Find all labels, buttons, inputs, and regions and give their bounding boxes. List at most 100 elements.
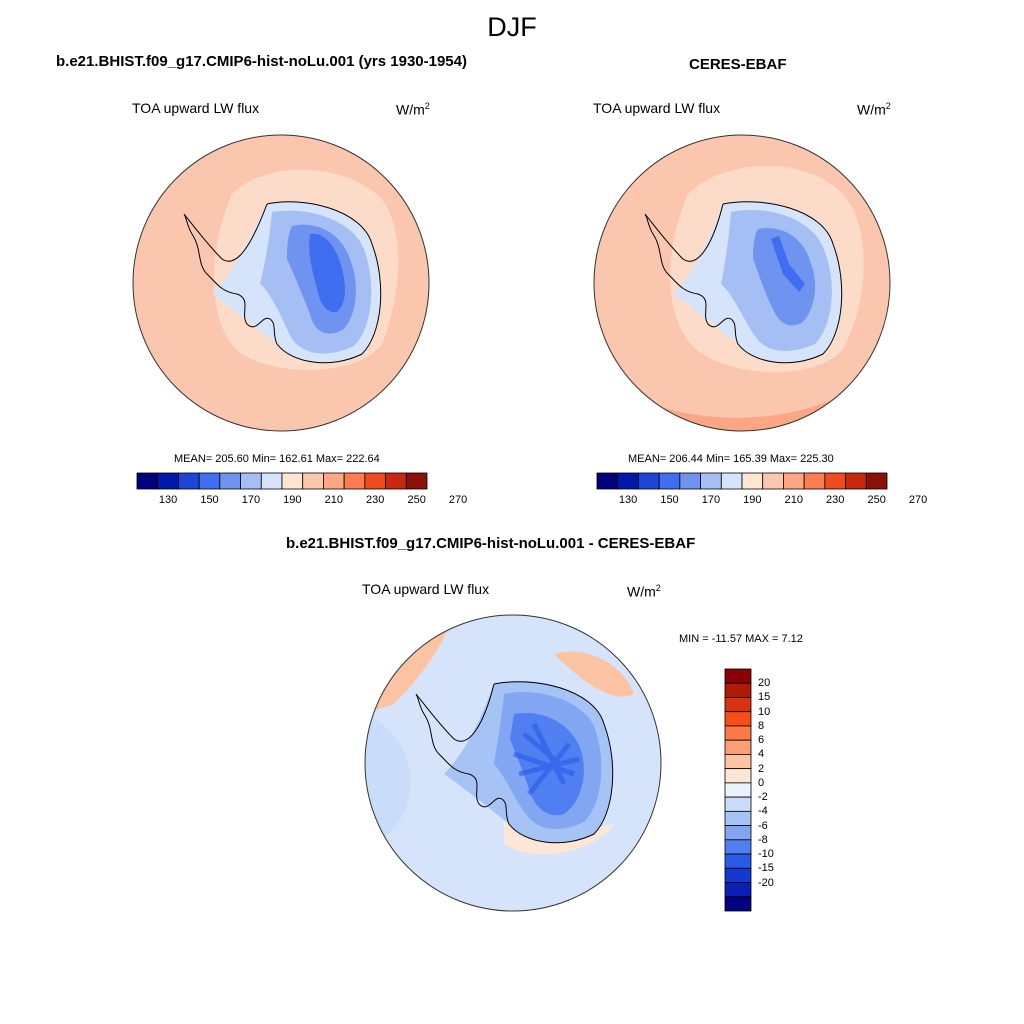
obs-colorbar-swatch <box>596 472 619 490</box>
diff-coastline <box>415 681 614 844</box>
model-polar-map <box>132 134 430 432</box>
obs-colorbar-tick-label: 270 <box>908 494 928 506</box>
model-coastline <box>183 201 382 364</box>
obs-land-deep-field <box>753 228 816 326</box>
obs-panel-title: CERES-EBAF <box>689 56 787 73</box>
diff-colorbar-swatch <box>724 782 752 798</box>
obs-colorbar-swatch <box>720 472 743 490</box>
model-colorbar-tick-label: 150 <box>200 494 219 506</box>
obs-colorbar-tick-label: 250 <box>867 494 886 506</box>
obs-colorbar-labels: 130 150 170 190 210 230 250 270 <box>597 494 927 508</box>
model-colorbar-tick-label: 250 <box>407 494 426 506</box>
diff-colorbar-swatch <box>724 682 752 698</box>
model-colorbar-tick-label: 190 <box>283 494 302 506</box>
diff-streaks-field <box>513 722 580 796</box>
diff-colorbar-swatch <box>724 711 752 727</box>
model-colorbar-swatch <box>364 472 386 490</box>
model-colorbar-tick-label: 230 <box>366 494 385 506</box>
obs-units-label: W/m2 <box>857 101 891 118</box>
model-colorbar-swatch <box>281 472 304 490</box>
diff-colorbar-swatch <box>724 839 752 855</box>
obs-colorbar-swatch <box>865 472 888 490</box>
diff-colorbar-swatch <box>724 896 752 912</box>
diff-colorbar-tick-label: -2 <box>758 791 768 804</box>
diff-colorbar-swatch <box>724 853 752 869</box>
model-colorbar-swatch <box>343 472 366 490</box>
obs-colorbar-tick-label: 170 <box>701 494 721 506</box>
diff-colorbar-tick-label: 4 <box>758 748 765 761</box>
diff-variable-label: TOA upward LW flux <box>362 581 490 597</box>
obs-colorbar-swatch <box>658 472 681 490</box>
obs-colorbar-tick-label: 190 <box>743 494 762 506</box>
obs-colorbar-swatch <box>741 472 764 490</box>
diff-colorbar <box>724 668 752 912</box>
diff-colorbar-tick-label: -8 <box>758 833 768 846</box>
diff-colorbar-tick-label: 2 <box>758 762 765 775</box>
diff-colorbar-tick-label: 6 <box>758 734 765 747</box>
diff-colorbar-swatch <box>724 754 752 770</box>
diff-colorbar-tick-label: 10 <box>758 705 771 718</box>
model-colorbar-swatch <box>157 472 179 490</box>
model-colorbar-swatch <box>385 472 407 490</box>
model-colorbar-swatch <box>240 472 262 490</box>
diff-stats: MIN = -11.57 MAX = 7.12 <box>679 633 803 645</box>
obs-colorbar-swatch <box>762 472 784 490</box>
diff-colorbar-swatch <box>724 810 752 826</box>
model-colorbar-tick-label: 130 <box>158 494 178 506</box>
obs-colorbar-tick-label: 230 <box>826 494 845 506</box>
obs-colorbar-tick-label: 150 <box>660 494 679 506</box>
obs-polar-map <box>593 134 891 432</box>
obs-colorbar-swatch <box>824 472 846 490</box>
model-colorbar-swatch <box>219 472 241 490</box>
diff-colorbar-tick-label: -15 <box>758 862 774 875</box>
diff-warm-ne-field <box>554 651 634 697</box>
diff-polar-map <box>364 614 662 912</box>
obs-colorbar-swatch <box>700 472 722 490</box>
model-colorbar-tick-label: 210 <box>324 494 343 506</box>
diff-colorbar-tick-label: -10 <box>758 848 774 861</box>
obs-colorbar-tick-label: 210 <box>784 494 803 506</box>
diff-colorbar-swatch <box>724 725 752 741</box>
obs-colorbar-swatch <box>617 472 639 490</box>
diff-colorbar-swatch <box>724 697 752 713</box>
obs-stats: MEAN= 206.44 Min= 165.39 Max= 225.30 <box>628 453 834 465</box>
model-colorbar-swatch <box>302 472 324 490</box>
diff-colorbar-swatch <box>724 796 752 812</box>
diff-colorbar-tick-label: 0 <box>758 776 765 789</box>
diff-colorbar-swatch <box>724 768 752 784</box>
model-variable-label: TOA upward LW flux <box>132 100 260 116</box>
model-colorbar-labels: 130 150 170 190 210 230 250 270 <box>137 494 467 508</box>
diff-colorbar-tick-label: 15 <box>758 691 771 704</box>
model-colorbar <box>136 472 428 490</box>
diff-colorbar-tick-label: -4 <box>758 805 768 818</box>
diff-units-label: W/m2 <box>627 583 661 600</box>
obs-colorbar-swatch <box>679 472 701 490</box>
obs-colorbar-swatch <box>783 472 805 490</box>
obs-colorbar <box>596 472 888 490</box>
model-colorbar-swatch <box>178 472 200 490</box>
model-units-label: W/m2 <box>396 101 430 118</box>
obs-ridge-field <box>771 236 805 292</box>
model-colorbar-swatch <box>405 472 428 490</box>
model-panel-title: b.e21.BHIST.f09_g17.CMIP6-hist-noLu.001 … <box>56 53 467 70</box>
model-colorbar-swatch <box>260 472 283 490</box>
model-colorbar-tick-label: 170 <box>241 494 261 506</box>
model-colorbar-swatch <box>136 472 159 490</box>
diff-panel-title: b.e21.BHIST.f09_g17.CMIP6-hist-noLu.001 … <box>286 535 696 552</box>
diff-colorbar-labels: 20 15 10 8 6 4 2 0 -2 -4 -6 -8 -10 -15 -20 <box>758 669 798 911</box>
model-colorbar-tick-label: 270 <box>448 494 468 506</box>
obs-coastline <box>644 201 843 364</box>
model-colorbar-swatch <box>323 472 345 490</box>
diff-colorbar-swatch <box>724 882 752 898</box>
diff-colorbar-tick-label: -20 <box>758 876 774 889</box>
diff-colorbar-tick-label: -6 <box>758 819 768 832</box>
model-stats: MEAN= 205.60 Min= 162.61 Max= 222.64 <box>174 453 380 465</box>
obs-variable-label: TOA upward LW flux <box>593 100 721 116</box>
diff-colorbar-swatch <box>724 867 752 883</box>
diff-colorbar-swatch <box>724 825 752 841</box>
model-colorbar-swatch <box>198 472 221 490</box>
obs-colorbar-swatch <box>638 472 660 490</box>
obs-colorbar-swatch <box>845 472 867 490</box>
obs-colorbar-tick-label: 130 <box>618 494 638 506</box>
diff-colorbar-tick-label: 20 <box>758 677 771 690</box>
